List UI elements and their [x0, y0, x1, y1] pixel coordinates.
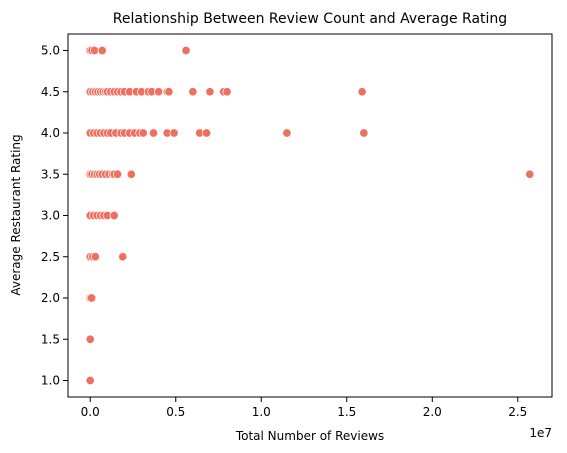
x-tick-label-3: 1.5: [337, 405, 356, 419]
scatter-point-64: [525, 169, 535, 179]
x-tick-label-2: 1.0: [252, 405, 271, 419]
scatter-point-49: [201, 128, 212, 138]
scatter-point-3: [97, 45, 107, 56]
scatter-point-71: [109, 210, 119, 221]
scatter-point-2: [89, 45, 100, 56]
x-tick-label-4: 2.0: [423, 405, 442, 419]
chart-title: Relationship Between Review Count and Av…: [113, 11, 507, 27]
y-tick-label-4: 3.0: [41, 209, 60, 223]
plot-frame: [67, 33, 553, 398]
scatter-point-74: [90, 252, 100, 262]
x-tick-label-0: 0.0: [81, 405, 100, 419]
points-layer: [85, 45, 535, 386]
scatter-point-29: [222, 87, 232, 97]
scatter-point-47: [169, 128, 179, 138]
scatter-point-63: [126, 169, 136, 179]
scatter-point-50: [282, 128, 292, 138]
x-tick-label-1: 0.5: [166, 405, 185, 419]
y-tick-label-6: 4.0: [41, 126, 60, 140]
y-tick-label-2: 2.0: [41, 291, 60, 305]
x-axis-offset-label: 1e7: [529, 426, 552, 440]
scatter-point-51: [359, 128, 369, 138]
scatter-point-27: [205, 87, 215, 97]
scatter-point-62: [113, 169, 123, 179]
scatter-point-25: [164, 87, 174, 97]
y-tick-label-8: 5.0: [41, 44, 60, 58]
scatter-point-79: [85, 375, 95, 386]
y-tick-label-5: 3.5: [41, 167, 60, 181]
x-axis-ticks: 0.0 0.5 1.0 1.5 2.0 2.5: [81, 397, 527, 419]
scatter-point-23: [154, 87, 164, 97]
y-tick-label-3: 2.5: [41, 250, 60, 264]
scatter-point-44: [138, 128, 148, 138]
x-tick-label-5: 2.5: [508, 405, 527, 419]
scatter-point-45: [148, 128, 159, 138]
scatter-point-26: [188, 87, 198, 97]
scatter-point-77: [87, 293, 97, 303]
y-axis-ticks: 1.0 1.5 2.0 2.5 3.0 3.5 4.0 4.5 5.0: [41, 44, 68, 388]
scatter-point-78: [85, 334, 95, 344]
scatter-point-30: [357, 87, 367, 97]
y-tick-label-7: 4.5: [41, 85, 60, 99]
y-tick-label-1: 1.5: [41, 332, 60, 346]
y-tick-label-0: 1.0: [41, 374, 60, 388]
scatter-point-75: [118, 252, 128, 262]
scatter-point-4: [181, 45, 191, 56]
x-axis-label: Total Number of Reviews: [235, 429, 384, 443]
y-axis-label: Average Restaurant Rating: [9, 134, 23, 295]
